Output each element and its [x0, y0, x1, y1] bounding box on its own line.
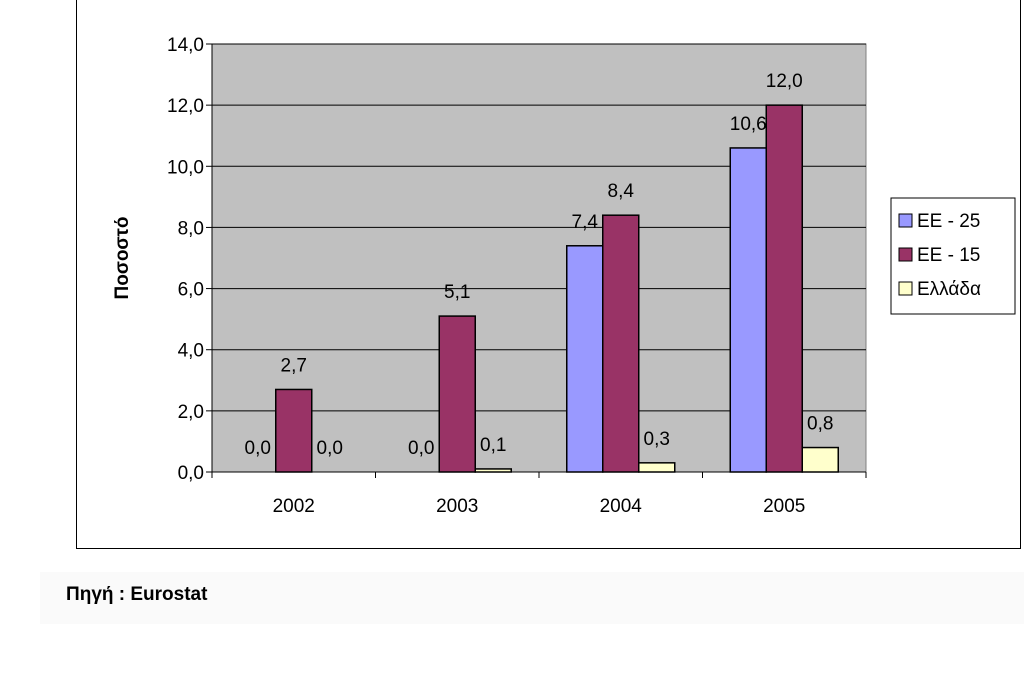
- data-label: 5,1: [444, 282, 470, 303]
- y-tick-label: 0,0: [178, 463, 204, 484]
- legend-swatch: [898, 281, 913, 296]
- data-label: 0,0: [317, 438, 343, 459]
- bar: [566, 245, 604, 473]
- bar-chart: 0,0 2,0 4,0 6,0 8,0 10,0 12,0 14,0 2002 0,0 2,7 0,0…: [112, 35, 1016, 517]
- y-tick-label: 8,0: [178, 218, 204, 239]
- legend-label: Ελλάδα: [917, 279, 981, 300]
- x-tick-label: 2005: [763, 496, 805, 517]
- bar: [474, 468, 512, 473]
- source-strip: [40, 572, 1024, 624]
- y-tick-label: 4,0: [178, 341, 204, 362]
- x-tick-label: 2004: [600, 496, 643, 517]
- data-label: 0,1: [480, 435, 506, 456]
- legend-swatch: [898, 247, 913, 262]
- legend-label: ΕΕ - 25: [917, 211, 980, 232]
- y-tick-label: 14,0: [167, 35, 204, 56]
- x-tick-label: 2003: [436, 496, 478, 517]
- data-label: 0,8: [807, 414, 833, 435]
- bar: [602, 214, 640, 473]
- data-label: 0,0: [408, 438, 434, 459]
- data-label: 10,6: [730, 114, 767, 135]
- bar: [765, 104, 803, 473]
- bar: [275, 388, 313, 473]
- data-label: 12,0: [766, 71, 803, 92]
- y-tick-label: 10,0: [167, 157, 204, 178]
- y-axis-label: Ποσοστό: [112, 216, 133, 299]
- data-label: 8,4: [608, 181, 635, 202]
- legend-label: ΕΕ - 15: [917, 245, 980, 266]
- data-label: 0,0: [245, 438, 271, 459]
- x-tick-label: 2002: [273, 496, 315, 517]
- y-tick-label: 6,0: [178, 280, 204, 301]
- legend-swatch: [898, 213, 913, 228]
- source-note: Πηγή : Eurostat: [66, 584, 208, 605]
- data-label: 7,4: [572, 212, 599, 233]
- bar: [801, 446, 839, 473]
- bar: [729, 147, 767, 473]
- data-label: 0,3: [644, 429, 670, 450]
- bar: [638, 462, 676, 473]
- bar: [438, 315, 476, 473]
- y-tick-label: 12,0: [167, 96, 204, 117]
- y-tick-label: 2,0: [178, 402, 204, 423]
- data-label: 2,7: [281, 355, 307, 376]
